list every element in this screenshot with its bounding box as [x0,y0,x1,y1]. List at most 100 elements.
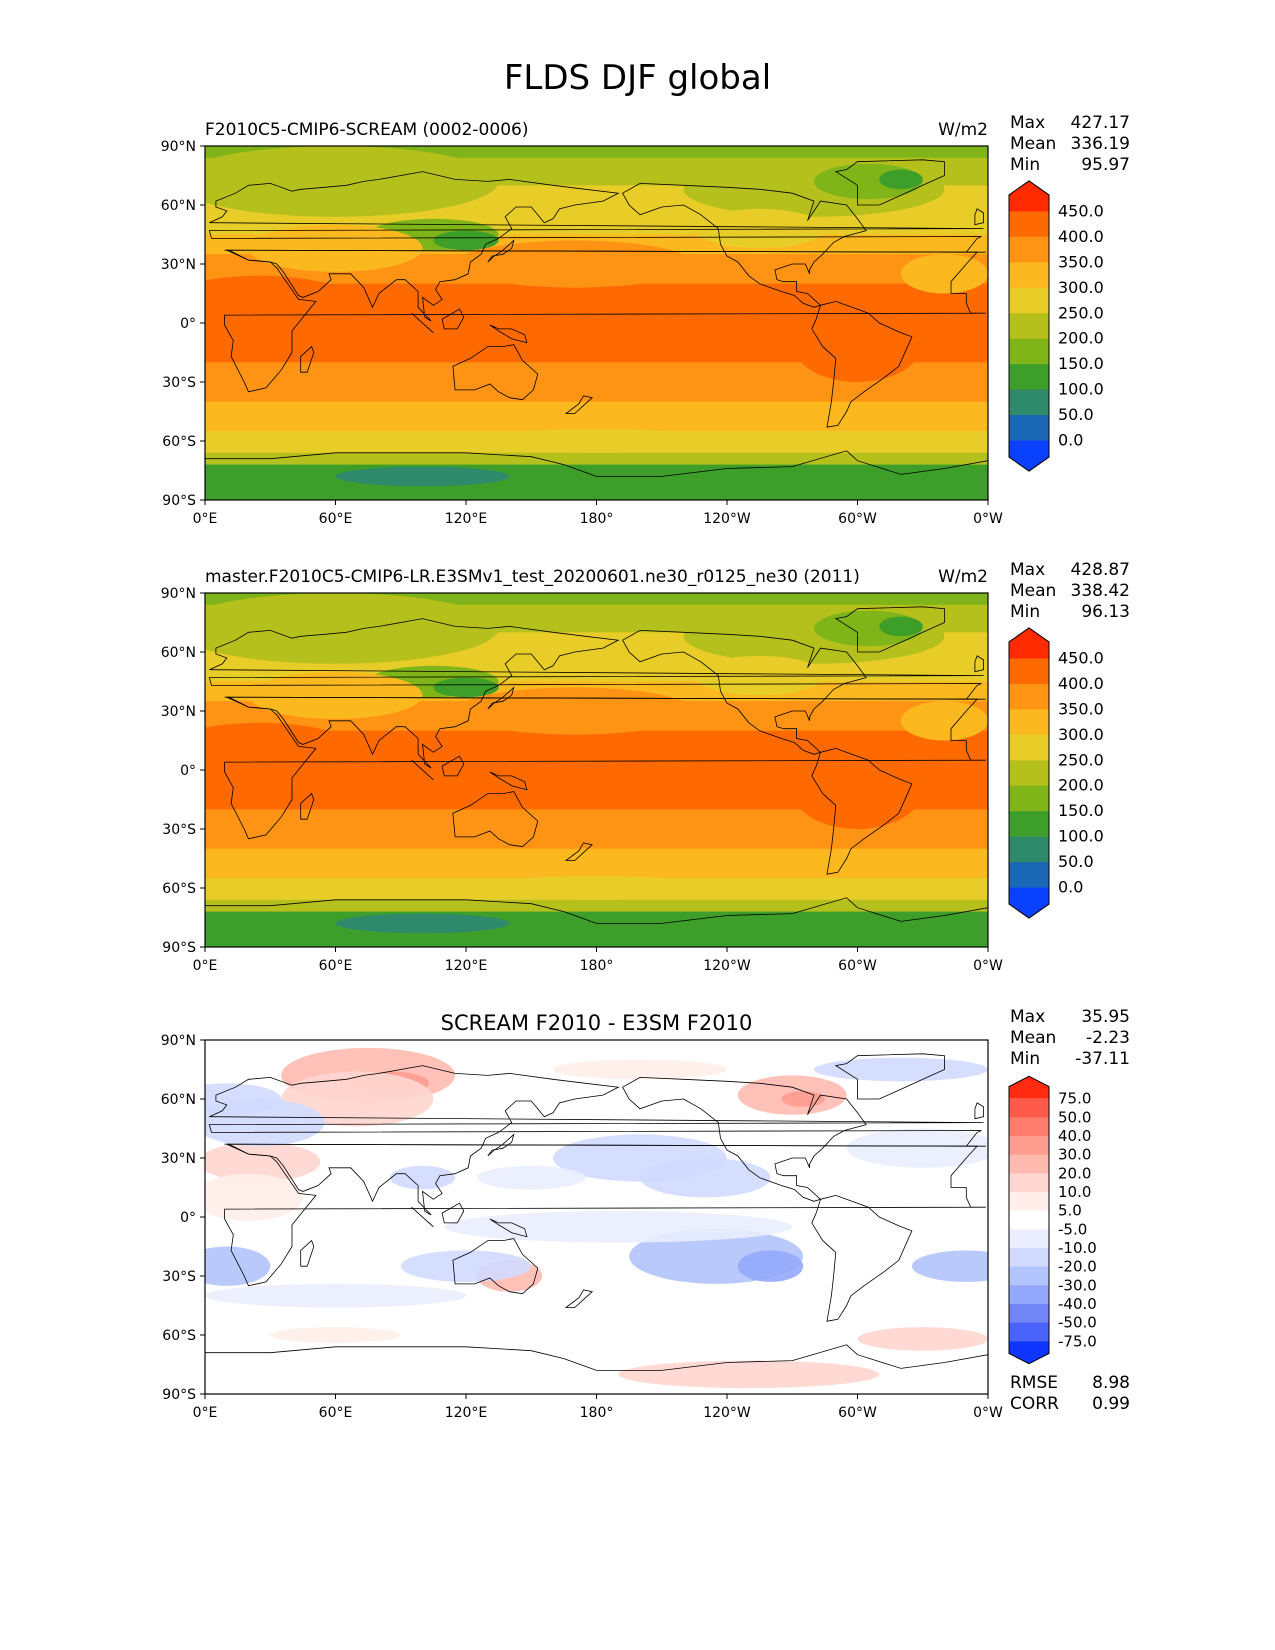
colorbar-level: 10.0 [1058,1183,1091,1201]
y-tick-label: 60°S [162,1328,196,1344]
stat-label: Max [1010,1007,1045,1027]
coastline [411,1206,434,1228]
field-patch [476,1165,586,1190]
field-band [205,911,988,947]
panel-difference: SCREAM F2010 - E3SM F2010 0°E 60°E 120°E 180… [161,1007,1130,1421]
stat-label: Mean [1010,1028,1056,1048]
colorbar-level: 350.0 [1058,252,1104,271]
field-patch [846,1128,988,1168]
y-tick-label: 0° [180,1210,196,1226]
field-patch [640,1158,771,1198]
colorbar-level: 200.0 [1058,329,1104,348]
colorbar-level: 50.0 [1058,1108,1091,1126]
coastline [441,755,465,777]
field-patch [879,616,923,637]
colorbar-level: 50.0 [1058,852,1094,871]
stat-label: Max [1010,560,1045,580]
coastline [487,686,515,710]
field-patch [737,1250,804,1282]
y-tick-label: 30°S [162,1269,196,1285]
coastline [487,239,515,263]
field-patch [901,254,988,294]
x-tick-label: 120°W [703,958,751,974]
coastline [224,696,986,840]
stat-label: Max [1010,113,1045,133]
colorbar-segment [1009,1229,1049,1249]
coastline [452,1238,539,1295]
x-tick-label: 120°W [703,511,751,527]
panel-title-left: F2010C5-CMIP6-SCREAM (0002-0006) [205,120,528,140]
y-tick-label: 0° [180,316,196,332]
colorbar-segment [1009,1173,1049,1193]
y-tick-label: 90°S [162,940,196,956]
colorbar-segment [1009,313,1049,340]
colorbar-level: 300.0 [1058,278,1104,297]
y-tick-label: 90°N [161,586,196,602]
x-tick-label: 60°E [319,958,353,974]
field-patch [694,655,825,696]
colorbar-segment [1009,338,1049,365]
coastline [452,791,539,848]
x-tick-label: 180° [580,1405,614,1421]
field-patch [466,876,727,900]
coastlines [205,159,988,500]
y-tick-label: 90°N [161,1033,196,1049]
colorbar-level: 300.0 [1058,725,1104,744]
summary-label: CORR [1010,1394,1059,1414]
stat-label: Min [1010,602,1040,622]
coastline [622,1076,867,1202]
colorbar-segment [1009,287,1049,314]
field-patch [444,1211,793,1243]
x-tick-label: 0°E [193,1405,218,1421]
colorbar-segment [1009,785,1049,812]
panel-reference-model: master.F2010C5-CMIP6-LR.E3SMv1_test_2020… [161,560,1130,974]
colorbar-level: -20.0 [1058,1258,1097,1276]
coastline [489,1218,528,1238]
coastline [300,1239,315,1267]
panel-title-left: master.F2010C5-CMIP6-LR.E3SMv1_test_2020… [205,567,860,587]
map-field [205,1040,988,1394]
coastline [811,1194,913,1322]
coastline [974,655,984,673]
colorbar-level: 400.0 [1058,227,1104,246]
stat-label: Min [1010,155,1040,175]
coastline [441,308,465,330]
x-tick-label: 120°E [445,958,488,974]
colorbar-level: 75.0 [1058,1090,1091,1108]
x-tick-label: 120°E [445,511,488,527]
coastline [564,395,594,414]
colorbar-segment [1009,1098,1049,1118]
coastline [564,1289,594,1308]
coastline [489,324,528,344]
coastline [205,450,988,500]
colorbar-segment [1009,811,1049,838]
y-tick-label: 60°N [161,198,196,214]
coastlines [205,1053,988,1394]
coastline [834,1053,945,1100]
x-tick-label: 60°W [838,958,877,974]
colorbar-segment [1009,1248,1049,1268]
colorbar-outline [1008,180,1050,472]
coastline [811,747,913,875]
coastline [411,759,434,781]
y-tick-label: 60°S [162,434,196,450]
coastline [205,1344,988,1394]
colorbar-segment [1009,1192,1049,1212]
colorbar-segment [1009,658,1049,685]
coastline [205,897,988,947]
field-patch [335,913,510,934]
stat-label: Mean [1010,134,1056,154]
summary-value: 8.98 [1092,1373,1130,1393]
colorbar-segment [1009,1322,1049,1342]
field-patch [205,1173,303,1221]
colorbar-extend-top [1009,180,1049,212]
field-patch [389,1165,456,1190]
field-patch [205,275,358,331]
colorbar-segment [1009,1136,1049,1156]
map-field [205,593,988,947]
x-tick-label: 180° [580,958,614,974]
colorbar-level: 150.0 [1058,801,1104,820]
field-patch [400,1250,532,1282]
field-band [205,452,988,466]
field-patch [694,208,825,249]
